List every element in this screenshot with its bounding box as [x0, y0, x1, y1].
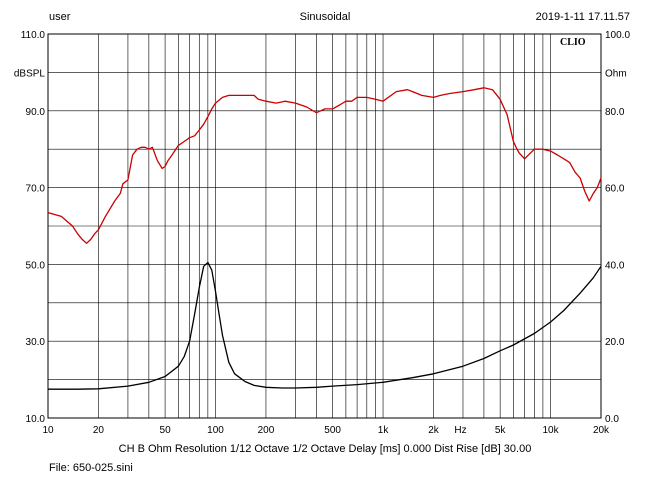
y-left-tick-label: 10.0 [26, 414, 46, 425]
y-right-tick-label: 80.0 [605, 107, 625, 118]
x-tick-label: 20k [593, 425, 610, 436]
axes: 10 20 50 100 200 500 1k 2k 5k 10k 20k Hz 10.0 30.0 50.… [14, 30, 631, 436]
y-left-tick-label: 90.0 [26, 107, 46, 118]
y-right-tick-label: 20.0 [605, 337, 625, 348]
spl-response-line [47, 87, 602, 244]
x-tick-label: 5k [495, 425, 507, 436]
header-mode: Sinusoidal [299, 11, 351, 23]
x-tick-label: 50 [160, 425, 172, 436]
header-user: user [49, 11, 71, 23]
y-right-tick-label: 60.0 [605, 184, 625, 195]
y-right-axis-label: Ohm [605, 68, 627, 79]
y-left-tick-label: 50.0 [26, 260, 46, 271]
file-name: File: 650-025.sini [49, 462, 133, 474]
y-right-tick-label: 100.0 [605, 30, 630, 41]
y-left-tick-label: 30.0 [26, 337, 46, 348]
x-unit-label: Hz [454, 425, 466, 436]
x-tick-label: 2k [428, 425, 440, 436]
y-left-tick-label: 110.0 [21, 30, 46, 41]
x-tick-label: 100 [207, 425, 224, 436]
x-tick-label: 500 [324, 425, 341, 436]
header-datetime: 2019-1-11 17.11.57 [535, 11, 630, 23]
x-tick-label: 10k [543, 425, 560, 436]
impedance-line [48, 261, 602, 390]
x-tick-label: 10 [42, 425, 54, 436]
y-left-tick-label: 70.0 [26, 184, 46, 195]
clio-brand-label: CLIO [560, 37, 586, 48]
series [47, 87, 602, 390]
x-tick-label: 1k [378, 425, 390, 436]
plot-frame [47, 33, 602, 419]
measurement-parameters: CH B Ohm Resolution 1/12 Octave 1/2 Octa… [118, 443, 532, 455]
y-right-tick-label: 40.0 [605, 260, 625, 271]
y-left-axis-label: dBSPL [14, 68, 46, 79]
y-right-tick-label: 0.0 [605, 414, 619, 425]
x-tick-label: 200 [258, 425, 275, 436]
x-tick-label: 20 [93, 425, 105, 436]
grid [47, 33, 602, 419]
